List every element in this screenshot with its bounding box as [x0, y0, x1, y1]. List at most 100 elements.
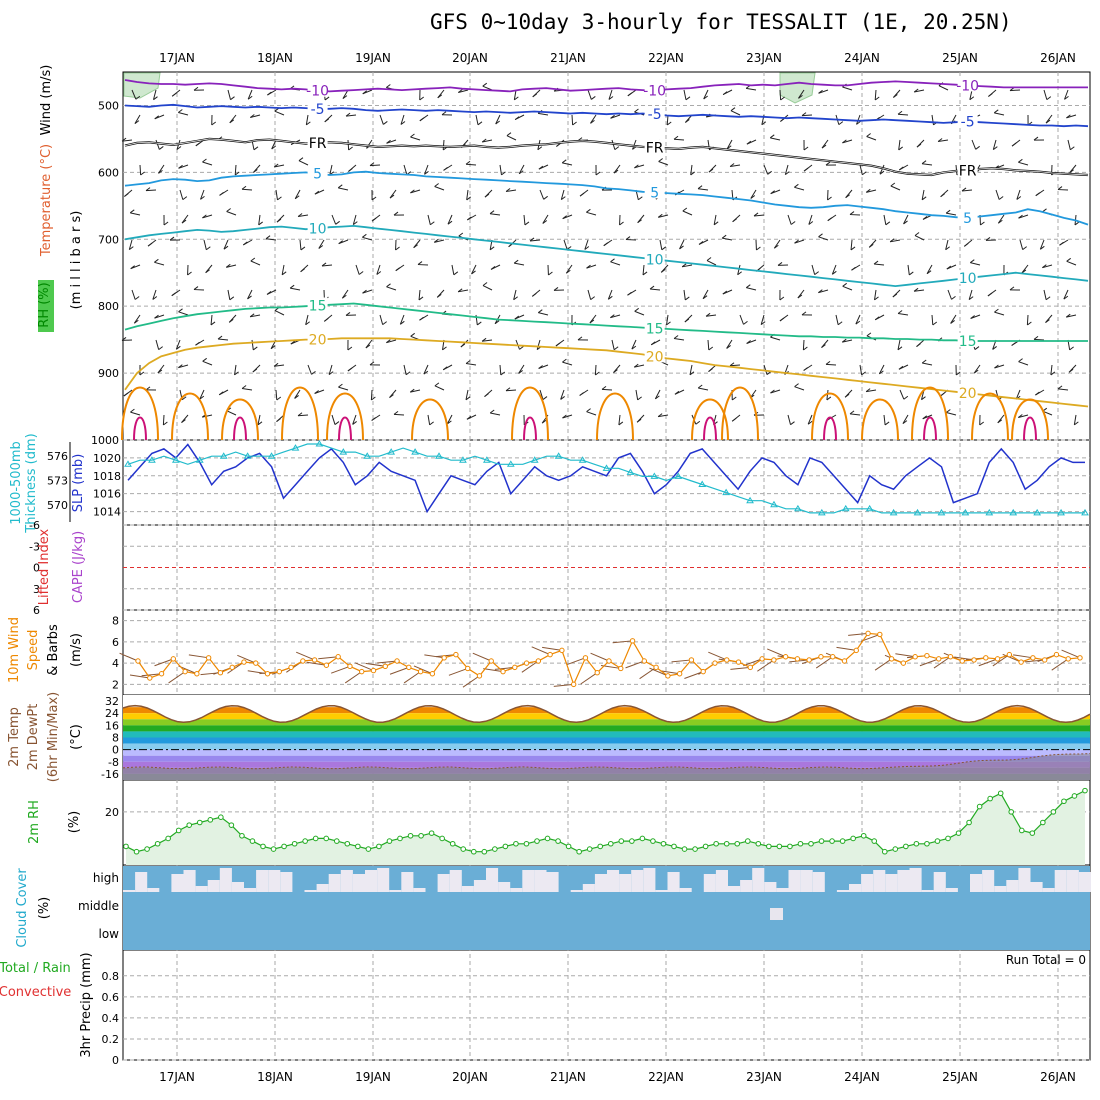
wind-barb-flag: [163, 221, 169, 226]
wind-barb-flag: [334, 421, 340, 425]
chart-title: GFS 0~10day 3-hourly for TESSALIT (1E, 2…: [430, 10, 1012, 34]
wind-barb: [842, 285, 853, 291]
rh-point: [576, 848, 582, 855]
wind-barb-flag: [889, 238, 895, 243]
temp2m-axis-label: 2m Temp: [7, 707, 22, 767]
wind10m-speed-point: [983, 655, 989, 661]
wind-barb-flag: [761, 121, 767, 126]
contour-label-bg: [307, 220, 328, 235]
wind-barb-flag: [730, 107, 736, 112]
wind-barb-flag: [481, 337, 487, 342]
wind10m-speed-point: [724, 657, 730, 663]
temp2m-tick: 8: [112, 732, 119, 745]
wind-barb-flag: [898, 365, 904, 370]
rh-point: [776, 843, 783, 850]
wind-barb-flag: [1040, 245, 1045, 250]
wind-barb-flag: [913, 287, 919, 292]
wind-barb: [794, 386, 805, 391]
wind-barb-flag: [649, 285, 655, 290]
rh-point: [734, 840, 741, 847]
wind-barb-flag: [395, 267, 401, 272]
wind-barb-flag: [513, 259, 519, 264]
cloud-high-gap: [534, 870, 547, 892]
wind10m-speed-point: [818, 654, 824, 660]
convective-contour: [281, 386, 319, 441]
wind-barb-flag: [844, 393, 850, 398]
cloud-high-gap: [570, 890, 583, 892]
thickness-point: [506, 460, 515, 467]
wind-barb: [674, 338, 685, 341]
wind-barb-flag: [914, 232, 920, 236]
wind-barb-flag: [750, 195, 756, 199]
wind10m-barb: [403, 671, 421, 684]
wind-barb: [154, 261, 165, 266]
wind-barb-flag: [529, 237, 535, 242]
wind-barb-flag: [337, 184, 343, 189]
rh-point: [323, 835, 330, 842]
wind-barb-flag: [945, 209, 951, 214]
date-label-top: 23JAN: [746, 51, 782, 65]
wind-barb-flag: [994, 308, 999, 313]
wind-barb: [739, 314, 744, 325]
wind10m-speed-point: [853, 647, 859, 654]
wind10m-speed-point: [771, 657, 777, 663]
rh-point: [1018, 827, 1025, 834]
pressure-tick: 500: [98, 99, 119, 112]
wind-barb: [128, 239, 133, 250]
wind-barb-flag: [538, 165, 544, 170]
wind-barb-flag: [729, 163, 735, 167]
thickness-point: [1081, 508, 1089, 516]
rh-point: [692, 846, 698, 852]
contour-label-bg: [957, 113, 978, 128]
precip-total-label: Total / Rain: [0, 961, 71, 976]
wind-barb: [223, 239, 229, 250]
wind-speed-tick: 4: [112, 657, 119, 670]
wind-barb-flag: [410, 189, 415, 194]
wind-barb-flag: [371, 396, 376, 401]
wind-barb-flag: [705, 312, 711, 317]
wind-barb-flag: [921, 396, 926, 401]
wind-barb-flag: [1046, 96, 1052, 100]
wind-barb: [859, 364, 863, 375]
wind-speed-tick: 6: [112, 636, 119, 649]
rh-point: [766, 843, 772, 850]
wind10m-speed-point: [594, 669, 600, 676]
wind-barb-flag: [950, 320, 955, 324]
wind10m-speed-point: [1077, 655, 1083, 661]
precip-convective-label: Convective: [0, 985, 71, 1000]
wind-barb-flag: [562, 358, 567, 363]
wind-barb-flag: [433, 238, 439, 243]
wind-barb: [338, 187, 349, 191]
cloud-high-gap: [740, 880, 753, 892]
wind-barb-flag: [273, 163, 279, 168]
wind-barb-flag: [542, 396, 548, 400]
rh-point: [470, 848, 477, 855]
rh-point: [1008, 809, 1015, 815]
wind-barb: [970, 262, 981, 266]
wind-barb-flag: [211, 121, 217, 126]
wind-barb: [587, 289, 592, 300]
wind10m-speed-point: [370, 667, 377, 674]
wind10m-speed-point: [170, 656, 177, 662]
slp-tick: 1014: [93, 506, 121, 519]
wind-barb: [730, 164, 741, 167]
wind-barb-flag: [988, 93, 993, 97]
wind-barb-flag: [850, 246, 856, 251]
temp-color-band: [123, 713, 1090, 720]
cloud-axis-label: Cloud Cover: [15, 868, 30, 948]
rh-point: [228, 822, 235, 828]
thickness-point: [626, 468, 635, 475]
wind10m-barb: [154, 658, 174, 667]
thickness-point: [985, 508, 994, 516]
thickness-point: [219, 452, 228, 459]
wind-barb-flag: [553, 287, 559, 291]
wind-barb-flag: [932, 321, 938, 326]
pressure-tick: 800: [98, 300, 119, 313]
wind-barb-flag: [708, 168, 714, 173]
wind-barb-flag: [178, 109, 183, 113]
wind-barb: [446, 414, 453, 425]
wind10m-speed-point: [300, 658, 306, 664]
pressure-tick: 600: [98, 166, 119, 179]
wind-barb: [562, 162, 573, 166]
